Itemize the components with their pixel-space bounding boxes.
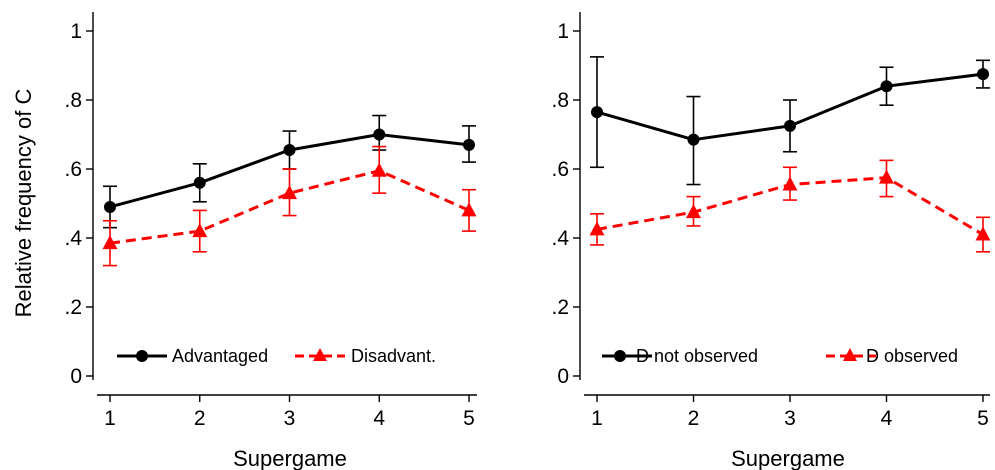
right-x-tick-label-0: 1 (591, 407, 603, 430)
left-y-tick-label-2: .4 (64, 227, 82, 250)
right-y-tick-label-5: 1 (557, 20, 569, 43)
right-x-tick-label-1: 2 (688, 407, 700, 430)
left-legend-marker-0 (136, 350, 148, 362)
left-x-tick-label-4: 5 (463, 407, 475, 430)
left-series-0-point-0 (104, 200, 116, 213)
right-series-1-point-1 (686, 204, 701, 219)
right-y-tick-label-1: .2 (551, 296, 569, 319)
right-x-tick-label-3: 4 (881, 407, 893, 430)
left-legend-label-1: Disadvant. (351, 346, 436, 366)
left-series-0-point-4 (463, 138, 475, 151)
left-y-tick-label-1: .2 (64, 296, 82, 319)
right-y-tick-label-2: .4 (551, 227, 569, 250)
right-axes-layer: 0 .2 .4 .6 .8 1 1 2 3 4 5 (551, 12, 990, 430)
right-series-1 (589, 159, 991, 253)
left-series-0 (103, 114, 476, 229)
right-series-0-point-3 (880, 80, 893, 93)
left-y-axis-title: Relative frequency of C (11, 89, 36, 318)
right-series-layer (589, 56, 991, 253)
right-legend-label-0: D not observed (636, 346, 758, 366)
left-y-tick-label-3: .6 (64, 158, 82, 181)
left-series-0-point-1 (193, 176, 206, 189)
left-axes-layer: 0 .2 .4 .6 .8 1 1 2 3 4 5 (64, 12, 477, 430)
right-series-0-point-0 (591, 106, 603, 119)
right-legend-label-1: D observed (866, 346, 958, 366)
right-legend-entry-1: D observed (826, 346, 958, 366)
left-legend-marker-1 (313, 348, 327, 361)
left-series-1-line (109, 169, 470, 245)
left-legend-label-0: Advantaged (172, 346, 268, 366)
left-x-tick-label-3: 4 (373, 407, 385, 430)
right-x-tick-label-4: 5 (977, 407, 989, 430)
right-series-1-point-4 (975, 226, 991, 241)
right-series-1-point-0 (589, 221, 605, 236)
right-x-axis-title: Supergame (731, 446, 845, 470)
right-series-1-point-3 (879, 169, 894, 184)
left-y-tick-label-0: 0 (70, 365, 82, 388)
left-series-layer (102, 114, 477, 267)
left-legend: Advantaged Disadvant. (117, 346, 436, 366)
left-legend-entry-0: Advantaged (117, 346, 268, 366)
left-x-axis-title: Supergame (233, 446, 347, 470)
left-series-1-point-4 (461, 202, 477, 217)
right-series-1-point-2 (782, 176, 798, 191)
left-series-0-point-2 (283, 144, 296, 157)
right-series-0 (590, 56, 990, 186)
right-panel: 0 .2 .4 .6 .8 1 1 2 3 4 5 Supergame D not observed… (551, 12, 991, 470)
left-y-tick-label-4: .8 (64, 89, 82, 112)
right-y-tick-label-4: .8 (551, 89, 569, 112)
right-legend-entry-0: D not observed (602, 346, 758, 366)
right-series-0-point-2 (784, 119, 796, 132)
right-legend-marker-1 (843, 348, 857, 361)
left-x-tick-label-2: 3 (284, 407, 296, 430)
left-panel: 0.2.4.6.811 2 3 4 5 Relative frequency of C … (11, 12, 477, 470)
right-legend: D not observed D observed (602, 346, 958, 366)
right-series-0-point-1 (687, 133, 700, 146)
right-series-0-point-4 (977, 68, 989, 81)
left-series-1-point-3 (371, 162, 387, 177)
right-legend-marker-0 (614, 350, 626, 362)
left-y-tick-label-5: 1 (70, 20, 82, 43)
left-x-tick-label-0: 1 (104, 407, 116, 430)
left-series-1-point-2 (282, 185, 297, 200)
left-series-1-point-0 (102, 235, 118, 250)
right-y-tick-label-3: .6 (551, 158, 569, 181)
right-x-tick-label-2: 3 (784, 407, 796, 430)
left-legend-entry-1: Disadvant. (295, 346, 436, 366)
left-x-tick-label-1: 2 (194, 407, 206, 430)
right-y-tick-label-0: 0 (557, 365, 569, 388)
left-series-1-point-1 (192, 223, 208, 238)
left-series-0-point-3 (373, 128, 386, 141)
left-series-1 (102, 145, 477, 267)
